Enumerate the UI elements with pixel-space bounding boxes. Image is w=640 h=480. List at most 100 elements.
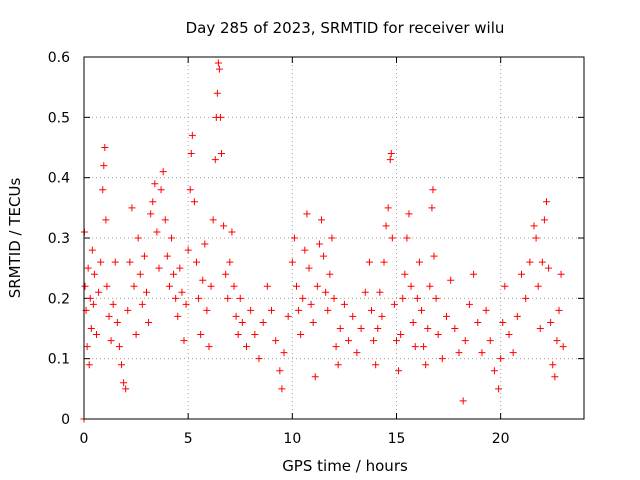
data-point: [543, 198, 550, 206]
data-point: [109, 300, 117, 308]
data-point: [405, 210, 413, 218]
data-point: [136, 270, 144, 278]
data-point: [318, 216, 325, 224]
data-point: [324, 306, 332, 314]
data-point: [497, 355, 505, 363]
data-point: [176, 264, 184, 272]
data-point: [184, 246, 192, 254]
data-point: [84, 264, 92, 272]
data-point: [378, 312, 386, 320]
data-point: [157, 186, 165, 194]
data-point: [149, 198, 157, 206]
data-point: [86, 294, 94, 302]
data-point: [382, 222, 390, 230]
data-point: [187, 150, 195, 158]
data-point: [395, 367, 403, 375]
data-point: [434, 331, 442, 339]
data-point: [238, 318, 246, 326]
data-point: [353, 349, 361, 357]
x-axis-label: GPS time / hours: [282, 457, 408, 475]
data-point: [559, 343, 567, 351]
data-point: [547, 318, 555, 326]
data-point: [455, 349, 463, 357]
data-point: [90, 270, 98, 278]
y-tick-label: 0.2: [48, 291, 70, 307]
chart-title: Day 285 of 2023, SRMTID for receiver wil…: [186, 19, 505, 37]
data-point: [540, 216, 548, 224]
data-point: [495, 385, 503, 393]
data-point: [340, 300, 348, 308]
data-point: [330, 294, 338, 302]
data-point: [418, 306, 425, 314]
data-point: [376, 288, 384, 296]
data-point: [370, 337, 378, 345]
data-point: [301, 246, 309, 254]
data-point: [482, 306, 490, 314]
data-point: [465, 300, 473, 308]
data-point: [134, 234, 142, 242]
data-point: [218, 150, 225, 158]
data-point: [197, 331, 205, 339]
data-point: [178, 288, 186, 296]
data-point: [299, 294, 307, 302]
data-point: [236, 294, 244, 302]
data-point: [288, 258, 296, 266]
data-point: [255, 355, 263, 363]
x-tick-label: 5: [184, 431, 193, 447]
data-point: [315, 240, 323, 248]
data-point: [555, 306, 563, 314]
data-point: [247, 306, 255, 314]
data-point: [155, 264, 163, 272]
data-point: [447, 276, 455, 284]
data-point: [509, 349, 517, 357]
data-point: [397, 331, 405, 339]
data-point: [413, 294, 421, 302]
data-point: [107, 337, 115, 345]
data-point: [430, 252, 438, 260]
data-point: [490, 367, 498, 375]
data-point: [461, 337, 469, 345]
data-point: [87, 325, 95, 332]
data-point: [143, 288, 150, 296]
data-point: [390, 300, 398, 308]
data-point: [409, 318, 417, 326]
data-point: [216, 113, 224, 121]
data-point: [209, 216, 217, 224]
data-point: [103, 282, 111, 290]
y-axis-label: SRMTID / TECUs: [6, 178, 24, 299]
data-point: [387, 150, 395, 158]
data-point: [190, 198, 198, 206]
data-point: [499, 318, 507, 326]
data-point: [251, 331, 259, 339]
data-point: [307, 300, 315, 308]
data-point: [138, 300, 146, 308]
data-point: [161, 216, 169, 224]
data-point: [361, 288, 369, 296]
data-point: [326, 270, 334, 278]
data-point: [97, 258, 105, 266]
data-point: [93, 331, 100, 339]
data-point: [399, 294, 407, 302]
data-point: [195, 294, 203, 302]
data-point: [95, 288, 103, 296]
data-point: [140, 252, 148, 260]
data-point: [168, 234, 175, 242]
data-point: [182, 300, 190, 308]
data-point: [201, 240, 209, 248]
data-point: [259, 318, 267, 326]
x-tick-label: 20: [492, 431, 510, 447]
data-point: [451, 325, 459, 332]
data-point: [538, 258, 546, 266]
data-point: [120, 379, 128, 387]
data-point: [474, 318, 482, 326]
data-point: [311, 373, 319, 381]
data-point: [211, 156, 219, 164]
data-point: [232, 312, 240, 320]
data-point: [115, 343, 123, 351]
data-point: [234, 331, 242, 339]
data-point: [99, 186, 107, 194]
data-point: [368, 306, 375, 314]
data-point: [130, 282, 138, 290]
y-tick-label: 0: [61, 412, 70, 428]
data-point: [551, 373, 559, 381]
